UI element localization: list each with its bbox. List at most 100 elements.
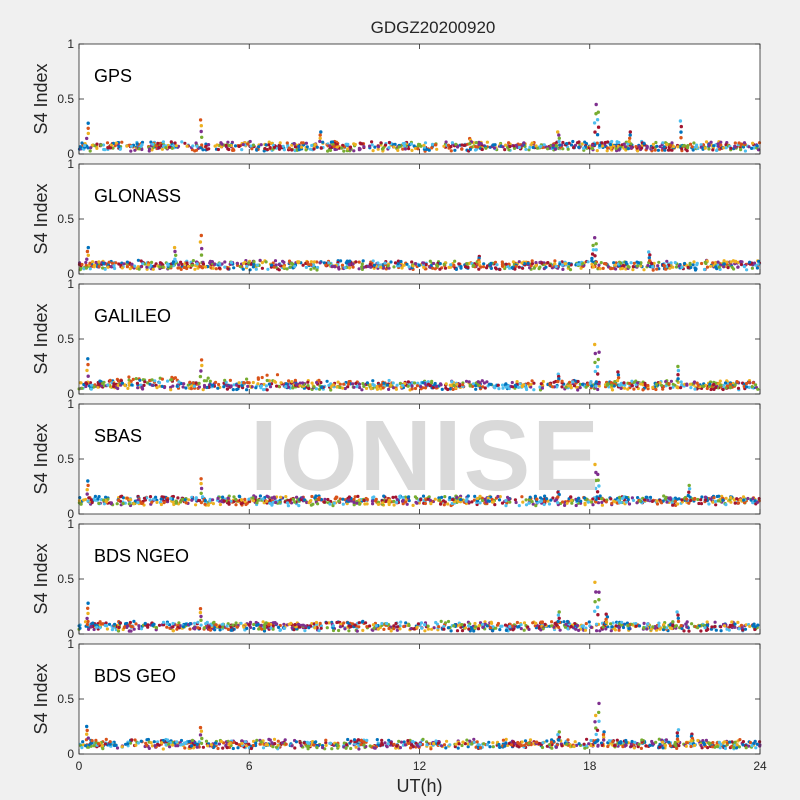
- data-point: [355, 384, 359, 388]
- data-point: [224, 143, 228, 148]
- data-point: [154, 626, 159, 630]
- data-point: [346, 621, 350, 625]
- data-point: [211, 498, 215, 502]
- data-point: [94, 261, 98, 265]
- data-point: [657, 260, 661, 264]
- data-point: [529, 382, 533, 386]
- data-point: [750, 385, 754, 389]
- spike-point: [477, 260, 481, 264]
- data-point: [655, 267, 659, 271]
- data-point: [139, 265, 143, 269]
- data-point: [389, 383, 393, 387]
- chart-title: GDGZ20200920: [370, 18, 496, 37]
- data-point: [554, 264, 558, 269]
- data-point: [263, 627, 267, 631]
- data-point: [466, 265, 470, 270]
- data-point: [472, 629, 476, 633]
- y-tick-label: 0.5: [57, 92, 74, 106]
- data-point: [218, 502, 222, 507]
- data-point: [346, 385, 350, 389]
- data-point: [489, 266, 493, 270]
- spike-point: [616, 376, 621, 380]
- data-point: [376, 145, 381, 149]
- data-point: [154, 495, 158, 499]
- data-point: [114, 141, 118, 145]
- data-point: [354, 260, 358, 264]
- data-point: [598, 629, 602, 633]
- data-point: [364, 386, 369, 390]
- data-point: [148, 498, 152, 502]
- data-point: [450, 501, 454, 506]
- data-point: [740, 626, 744, 630]
- data-point: [382, 494, 386, 498]
- data-point: [700, 261, 704, 266]
- data-point: [739, 498, 743, 502]
- data-point: [111, 146, 115, 150]
- data-point: [609, 622, 613, 626]
- data-point: [561, 267, 565, 271]
- data-point: [613, 628, 618, 632]
- data-point: [416, 147, 420, 151]
- data-point: [281, 144, 285, 148]
- data-point: [508, 144, 512, 149]
- data-point: [477, 267, 481, 271]
- data-point: [140, 140, 145, 144]
- y-tick-label: 0: [67, 387, 74, 401]
- data-point: [298, 384, 302, 388]
- data-point: [335, 145, 339, 149]
- data-point: [491, 629, 495, 633]
- data-point: [193, 267, 197, 271]
- data-point: [621, 625, 626, 630]
- spike-point: [595, 133, 600, 137]
- data-point: [555, 385, 559, 389]
- data-point: [127, 375, 131, 379]
- data-point: [254, 495, 258, 499]
- data-point: [496, 383, 500, 387]
- data-point: [361, 382, 365, 386]
- data-point: [293, 145, 297, 149]
- data-point: [387, 146, 391, 150]
- data-point: [246, 142, 250, 146]
- data-point: [402, 144, 407, 148]
- data-point: [634, 145, 638, 149]
- spike-point: [86, 126, 90, 130]
- data-point: [234, 503, 238, 507]
- data-point: [438, 382, 443, 386]
- data-point: [493, 503, 497, 507]
- data-point: [621, 264, 625, 268]
- data-point: [303, 629, 307, 633]
- data-point: [419, 385, 423, 389]
- data-point: [686, 146, 690, 150]
- data-point: [645, 145, 649, 149]
- spike-point: [199, 253, 204, 257]
- data-point: [481, 385, 485, 389]
- spike-point: [591, 243, 595, 248]
- data-point: [342, 382, 346, 386]
- data-point: [587, 620, 591, 624]
- data-point: [97, 260, 101, 264]
- data-point: [130, 383, 134, 387]
- data-point: [371, 382, 375, 386]
- data-point: [313, 143, 317, 147]
- data-point: [216, 386, 220, 390]
- data-point: [394, 387, 398, 391]
- data-point: [510, 266, 514, 270]
- data-point: [535, 497, 539, 501]
- data-point: [371, 496, 375, 500]
- data-point: [546, 261, 550, 265]
- data-point: [348, 145, 353, 149]
- data-point: [521, 266, 525, 270]
- data-point: [703, 260, 707, 264]
- data-point: [115, 502, 119, 506]
- data-point: [132, 619, 136, 624]
- data-point: [714, 260, 718, 265]
- data-point: [747, 380, 751, 384]
- data-point: [590, 384, 594, 388]
- data-point: [170, 375, 174, 379]
- data-point: [221, 622, 225, 626]
- data-point: [343, 627, 347, 631]
- data-point: [306, 380, 310, 384]
- data-point: [598, 143, 602, 147]
- data-point: [175, 384, 179, 388]
- data-point: [191, 259, 195, 263]
